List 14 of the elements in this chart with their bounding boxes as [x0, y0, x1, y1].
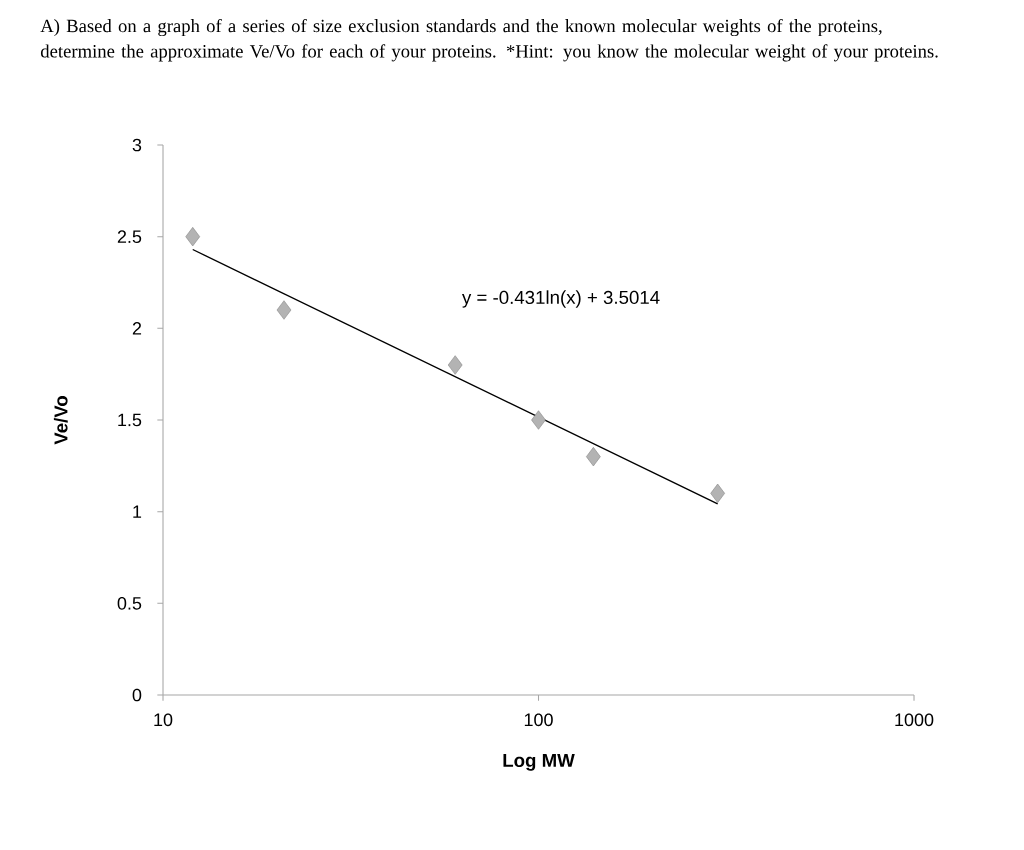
- x-tick-label: 100: [524, 713, 553, 727]
- y-tick-label: 0: [132, 688, 142, 702]
- y-tick-label: 1.5: [118, 413, 142, 427]
- y-tick-label: 2: [132, 322, 142, 335]
- y-tick-label: 1: [133, 505, 142, 518]
- y-axis-title: Ve/Vo: [53, 395, 68, 445]
- y-tick-label: 2.5: [117, 230, 142, 244]
- annotation: y = -0.431ln(x) + 3.5014: [461, 290, 660, 308]
- x-tick-label: 1000: [895, 713, 934, 727]
- y-tick-label: 3: [132, 138, 142, 152]
- y-tick-label: 0.5: [117, 596, 142, 610]
- x-tick-label: 10: [154, 713, 173, 727]
- x-axis-title: Log MW: [503, 753, 575, 771]
- chart-title: A) Based on a graph of a series of size exclusion standards and the known molecular weights of the proteins, determine the approximate Ve/Vo for each of your proteins. *Hint: you know the molecular weight of your proteins.: [40, 18, 938, 62]
